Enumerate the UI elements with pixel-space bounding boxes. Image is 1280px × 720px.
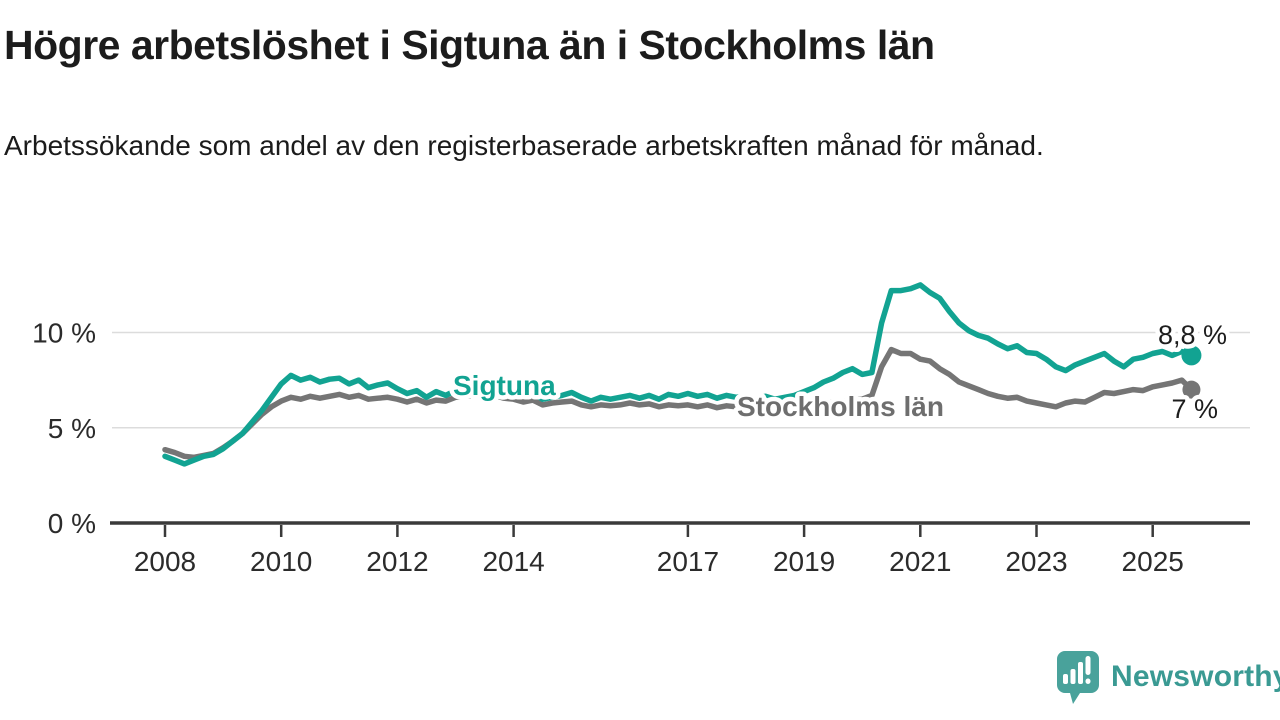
series-label-sigtuna-halo: Sigtuna [453,370,556,401]
x-axis-label-2010: 2010 [250,546,312,577]
series-label-sigtuna: Sigtuna [453,370,556,401]
end-value-label-sigtuna-halo: 8,8 % [1158,320,1227,350]
end-value-label-stockholms-lan-halo: 7 % [1171,394,1218,424]
end-value-label-sigtuna: 8,8 % [1158,320,1227,350]
end-value-label-stockholms-lan: 7 % [1171,394,1218,424]
page-subtitle: Arbetssökande som andel av den registerb… [4,130,1044,161]
exclamation-dot [1085,678,1091,684]
newsworthy-logo-icon [1057,651,1099,704]
x-axis-label-2008: 2008 [134,546,196,577]
x-axis-label-2021: 2021 [889,546,951,577]
x-axis-label-2014: 2014 [482,546,544,577]
bar-3 [1078,662,1083,684]
newsworthy-logo-text: Newsworthy [1111,660,1280,693]
x-axis-label-2023: 2023 [1005,546,1067,577]
x-axis-label-2012: 2012 [366,546,428,577]
exclamation-bar [1085,656,1091,675]
end-dot-stockholms-lan [1182,380,1201,399]
bar-2 [1070,669,1076,684]
x-axis-label-2017: 2017 [657,546,719,577]
series-line-sigtuna [162,282,1195,467]
newsworthy-logo: Newsworthy [1054,648,1280,706]
y-axis-label-0: 0 % [48,508,96,539]
x-axis-label-2019: 2019 [773,546,835,577]
end-dot-sigtuna [1181,345,1202,366]
x-axis-label-2025: 2025 [1122,546,1184,577]
y-axis-label-5: 5 % [48,413,96,444]
bar-1 [1063,674,1068,684]
y-axis-label-10: 10 % [32,318,96,349]
series-label-stockholms-lan: Stockholms län [737,391,944,422]
page-title: Högre arbetslöshet i Sigtuna än i Stockh… [4,22,935,68]
series-label-stockholms-lan-halo: Stockholms län [737,391,944,422]
series-line-stockholms-lan [162,346,1195,461]
